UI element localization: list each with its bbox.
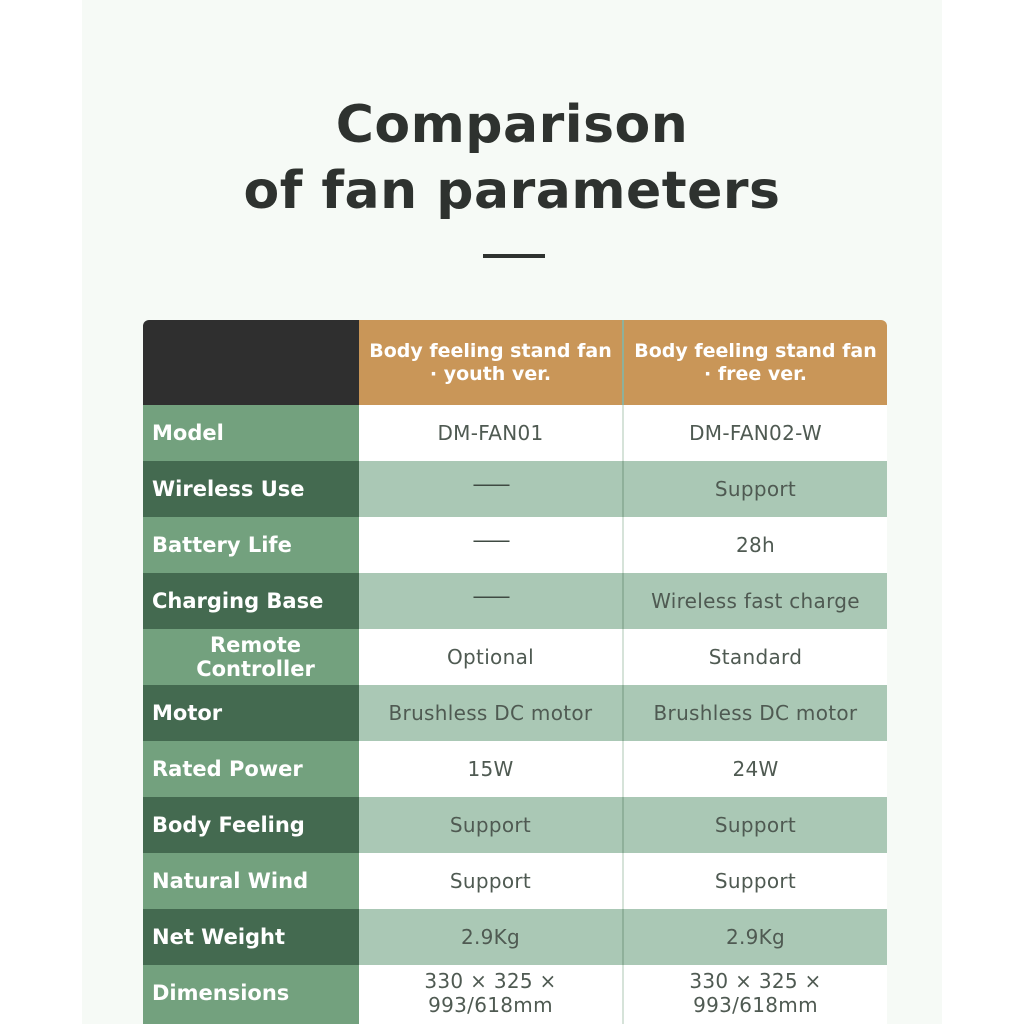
table-row: Battery Life —— 28h — [143, 517, 887, 573]
free-version-value: 28h — [735, 533, 776, 557]
table-row: Dimensions 330 × 325 × 993/618mm 330 × 325… — [143, 965, 887, 1021]
youth-version-value: Brushless DC motor — [388, 701, 593, 725]
row-label: Battery Life — [152, 533, 292, 557]
free-version-value: Support — [714, 869, 797, 893]
row-label-cell: Motor — [143, 685, 359, 741]
table-row: Charging Base —— Wireless fast charge — [143, 573, 887, 629]
free-version-cell: 2.9Kg — [624, 909, 887, 965]
free-version-value: Brushless DC motor — [653, 701, 858, 725]
free-version-cell: 330 × 325 × 993/618mm — [624, 965, 887, 1021]
youth-version-cell: Optional — [359, 629, 624, 685]
free-version-cell: Standard — [624, 629, 887, 685]
free-version-value: Standard — [708, 645, 803, 669]
page-title: Comparison of fan parameters — [0, 92, 1024, 224]
youth-version-cell: 330 × 325 × 993/618mm — [359, 965, 624, 1021]
youth-version-value: 15W — [467, 757, 514, 781]
youth-version-value: Support — [449, 869, 532, 893]
table-tail-row — [143, 1021, 887, 1024]
free-version-cell: DM-FAN02-W — [624, 405, 887, 461]
row-label-cell: Wireless Use — [143, 461, 359, 517]
free-version-cell: 24W — [624, 741, 887, 797]
free-version-cell: 28h — [624, 517, 887, 573]
row-label: Model — [152, 421, 224, 445]
youth-version-value: Support — [449, 813, 532, 837]
free-version-value: Wireless fast charge — [651, 589, 860, 613]
header-corner-cell — [143, 320, 359, 405]
youth-version-cell: Support — [359, 853, 624, 909]
row-label-cell: Dimensions — [143, 965, 359, 1021]
table-header-row: Body feeling stand fan · youth ver. Body… — [143, 320, 887, 405]
youth-version-value: DM-FAN01 — [437, 421, 544, 445]
column-header-free-line-1: Body feeling stand fan — [634, 339, 877, 362]
row-label-cell: Charging Base — [143, 573, 359, 629]
table-row: Motor Brushless DC motor Brushless DC moto… — [143, 685, 887, 741]
free-version-value: 2.9Kg — [725, 925, 786, 949]
row-label-cell: Model — [143, 405, 359, 461]
row-label: Net Weight — [152, 925, 286, 949]
free-version-value: 24W — [732, 757, 779, 781]
free-version-value: Support — [714, 813, 797, 837]
column-header-free: Body feeling stand fan · free ver. — [624, 320, 887, 405]
youth-version-value: 330 × 325 × 993/618mm — [424, 969, 557, 1017]
page-title-line-1: Comparison — [335, 95, 689, 155]
row-label: Natural Wind — [152, 869, 309, 893]
free-version-cell: Wireless fast charge — [624, 573, 887, 629]
free-version-value: Support — [714, 477, 797, 501]
comparison-table: Body feeling stand fan · youth ver. Body… — [143, 320, 887, 1024]
youth-version-value: 2.9Kg — [460, 925, 521, 949]
table-row: Net Weight 2.9Kg 2.9Kg — [143, 909, 887, 965]
table-row: Natural Wind Support Support — [143, 853, 887, 909]
table-row: Body Feeling Support Support — [143, 797, 887, 853]
free-version-value: DM-FAN02-W — [689, 421, 822, 445]
youth-version-cell: —— — [359, 573, 624, 629]
row-label-cell: Body Feeling — [143, 797, 359, 853]
row-label-cell: Battery Life — [143, 517, 359, 573]
row-label: Motor — [152, 701, 223, 725]
row-label: Wireless Use — [152, 477, 305, 501]
column-header-youth-line-1: Body feeling stand fan — [369, 339, 612, 362]
row-label-cell: Remote Controller — [143, 629, 359, 685]
free-version-value: 330 × 325 × 993/618mm — [689, 969, 822, 1017]
table-body: Model DM-FAN01 DM-FAN02-W Wireless Use —— Sup… — [143, 405, 887, 1021]
youth-version-value: Optional — [447, 645, 534, 669]
row-label-cell: Rated Power — [143, 741, 359, 797]
row-label: Dimensions — [152, 981, 290, 1005]
youth-version-cell: —— — [359, 517, 624, 573]
youth-version-cell: 2.9Kg — [359, 909, 624, 965]
row-label: Charging Base — [152, 589, 324, 613]
not-applicable-dash: —— — [472, 584, 511, 608]
youth-version-cell: 15W — [359, 741, 624, 797]
table-tail-label-cell — [143, 1021, 359, 1024]
row-label: Body Feeling — [152, 813, 305, 837]
free-version-cell: Brushless DC motor — [624, 685, 887, 741]
table-row: Rated Power 15W 24W — [143, 741, 887, 797]
column-header-youth-line-2: · youth ver. — [429, 362, 552, 385]
row-label: Remote Controller — [196, 633, 315, 681]
column-header-free-line-2: · free ver. — [703, 362, 807, 385]
row-label-cell: Net Weight — [143, 909, 359, 965]
youth-version-cell: Support — [359, 797, 624, 853]
row-label: Rated Power — [152, 757, 303, 781]
youth-version-cell: DM-FAN01 — [359, 405, 624, 461]
youth-version-cell: —— — [359, 461, 624, 517]
free-version-cell: Support — [624, 461, 887, 517]
not-applicable-dash: —— — [472, 528, 511, 552]
table-row: Model DM-FAN01 DM-FAN02-W — [143, 405, 887, 461]
free-version-cell: Support — [624, 797, 887, 853]
table-row: Remote Controller Optional Standard — [143, 629, 887, 685]
column-header-youth: Body feeling stand fan · youth ver. — [359, 320, 624, 405]
not-applicable-dash: —— — [472, 472, 511, 496]
table-tail-youth-cell — [359, 1021, 624, 1024]
row-label-cell: Natural Wind — [143, 853, 359, 909]
table-row: Wireless Use —— Support — [143, 461, 887, 517]
table-tail-free-cell — [624, 1021, 887, 1024]
page-title-line-2: of fan parameters — [243, 161, 781, 221]
youth-version-cell: Brushless DC motor — [359, 685, 624, 741]
free-version-cell: Support — [624, 853, 887, 909]
title-divider — [483, 254, 545, 258]
